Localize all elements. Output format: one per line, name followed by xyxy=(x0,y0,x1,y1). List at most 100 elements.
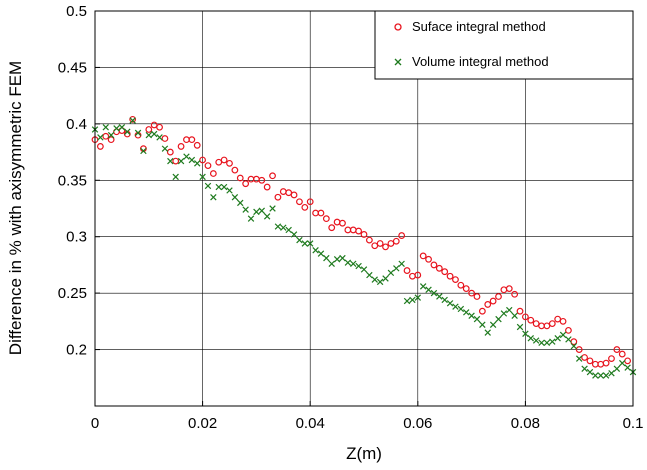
data-point xyxy=(328,224,336,232)
data-point xyxy=(543,322,551,330)
grid xyxy=(94,10,634,406)
data-point xyxy=(376,240,384,247)
y-axis-label: Difference in % with axisymmetric FEM xyxy=(6,61,25,355)
data-point xyxy=(113,125,120,132)
data-point xyxy=(511,312,518,319)
legend-label-surface: Suface integral method xyxy=(412,19,546,34)
data-point xyxy=(495,315,502,323)
data-point xyxy=(608,355,615,363)
data-point xyxy=(285,226,292,234)
data-point xyxy=(430,289,438,297)
data-point xyxy=(554,315,562,323)
data-point xyxy=(581,354,588,361)
data-point xyxy=(371,276,378,283)
data-point xyxy=(478,307,486,315)
data-point xyxy=(403,297,411,305)
data-point xyxy=(242,180,250,188)
data-point xyxy=(177,157,185,165)
x-tick-label: 0.06 xyxy=(403,415,432,432)
data-point xyxy=(129,117,136,124)
data-point xyxy=(333,256,341,263)
data-point xyxy=(457,281,465,289)
data-point xyxy=(274,193,282,201)
data-point xyxy=(376,278,384,286)
data-point xyxy=(247,215,255,222)
data-point xyxy=(355,227,363,235)
data-point xyxy=(290,191,298,199)
data-point xyxy=(350,260,357,268)
data-point xyxy=(220,156,228,164)
data-point xyxy=(231,166,239,174)
plot-frame xyxy=(94,10,634,407)
data-point xyxy=(506,306,513,314)
data-point xyxy=(215,158,223,166)
data-point xyxy=(414,271,422,279)
data-point xyxy=(586,357,594,365)
data-point xyxy=(285,189,293,197)
data-point xyxy=(360,266,368,273)
data-point xyxy=(565,326,572,334)
data-point xyxy=(242,206,249,213)
data-point xyxy=(489,321,497,328)
data-point xyxy=(575,355,583,362)
data-point xyxy=(366,271,373,279)
data-point xyxy=(613,346,621,353)
x-tick-label: 0 xyxy=(91,415,99,432)
data-point xyxy=(489,297,497,305)
data-point xyxy=(322,215,330,223)
data-point xyxy=(97,134,104,141)
data-point xyxy=(145,126,153,133)
data-point xyxy=(462,285,470,293)
data-point xyxy=(312,247,319,254)
data-point xyxy=(129,115,137,123)
data-point xyxy=(608,370,615,377)
data-point xyxy=(532,337,540,344)
data-point xyxy=(339,219,346,227)
data-point xyxy=(118,124,126,131)
data-point xyxy=(414,294,422,301)
y-tick-label: 0.3 xyxy=(66,229,87,246)
data-point xyxy=(435,264,443,272)
data-point xyxy=(328,260,335,268)
data-point xyxy=(446,300,454,307)
data-point xyxy=(193,141,201,149)
data-point xyxy=(618,350,626,358)
data-point xyxy=(263,213,271,220)
data-point xyxy=(269,172,276,180)
data-point xyxy=(479,321,486,328)
data-point xyxy=(220,183,228,191)
y-axis-ticks: 0.2 0.25 0.3 0.35 0.4 0.45 0.5 xyxy=(58,3,100,359)
data-point xyxy=(516,307,524,315)
data-point xyxy=(355,262,362,270)
data-point xyxy=(554,335,561,342)
data-point xyxy=(280,224,287,231)
data-point xyxy=(462,309,470,316)
data-point xyxy=(226,159,233,167)
y-tick-label: 0.25 xyxy=(58,285,87,302)
y-tick-label: 0.2 xyxy=(66,342,87,359)
data-point xyxy=(468,289,476,297)
data-point xyxy=(559,331,567,339)
data-point xyxy=(344,259,352,266)
data-point xyxy=(204,182,212,190)
data-point xyxy=(570,342,578,350)
data-point xyxy=(543,339,551,347)
data-point xyxy=(150,130,158,138)
data-point xyxy=(392,237,400,245)
data-point xyxy=(150,121,158,129)
x-axis-label: Z(m) xyxy=(346,444,382,463)
y-tick-label: 0.5 xyxy=(66,3,87,20)
data-point xyxy=(263,183,271,191)
data-point xyxy=(597,372,604,379)
data-point xyxy=(505,285,513,293)
data-point xyxy=(296,236,303,244)
data-point xyxy=(365,236,373,244)
data-point xyxy=(96,143,104,150)
data-point xyxy=(102,132,110,140)
series-volume-integral xyxy=(91,117,637,379)
legend-box xyxy=(374,10,634,80)
data-point xyxy=(586,368,594,376)
data-point xyxy=(231,193,239,201)
data-point xyxy=(253,208,260,216)
data-point xyxy=(425,255,432,263)
